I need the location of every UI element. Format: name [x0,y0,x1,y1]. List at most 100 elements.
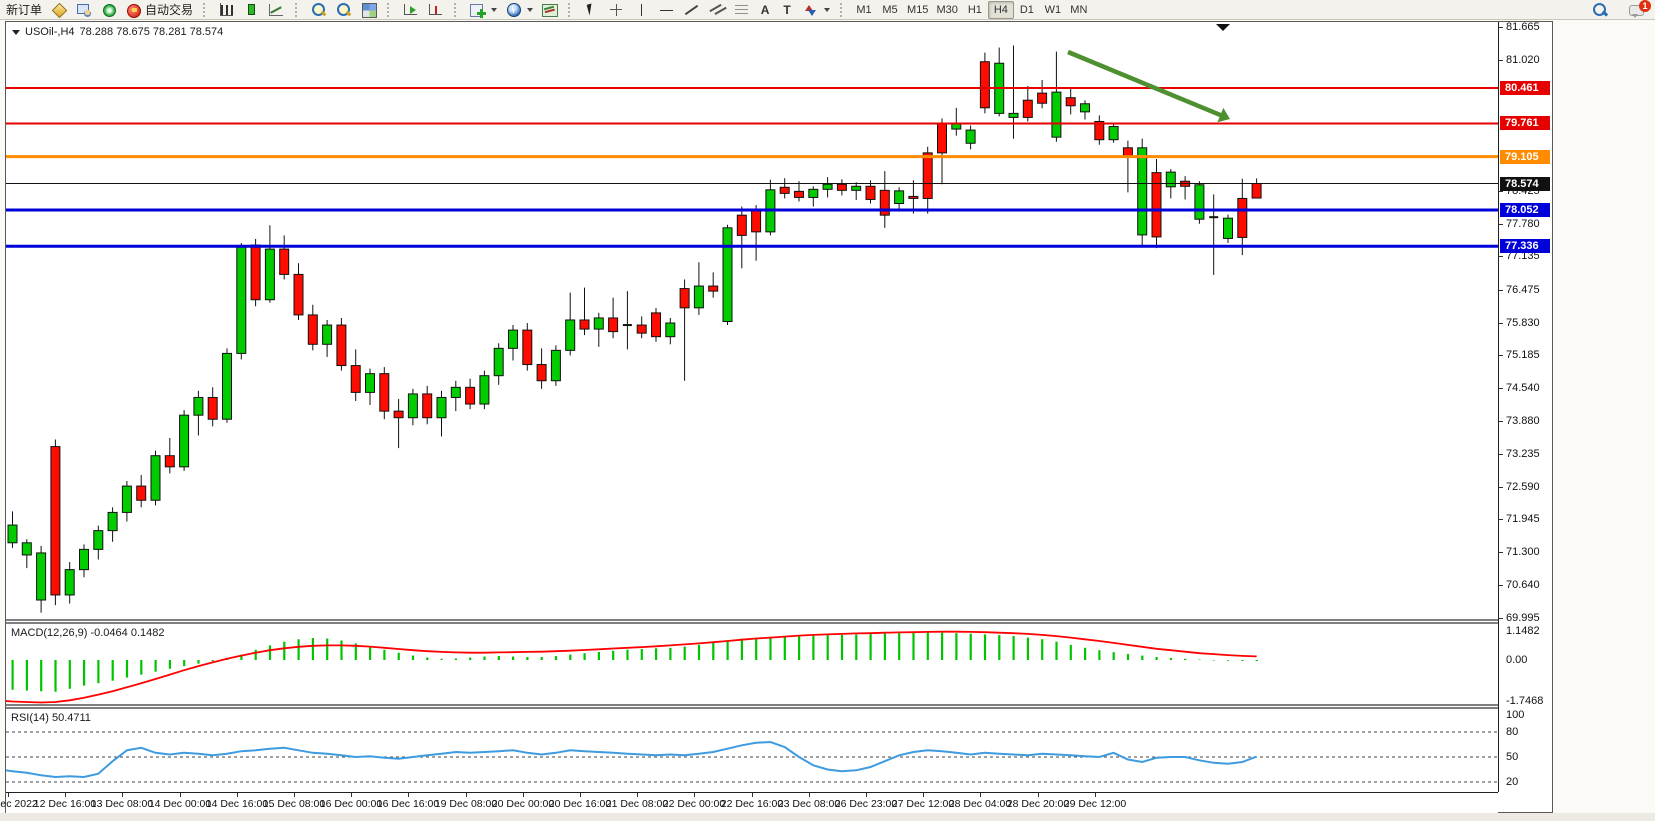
time-tick [637,793,638,797]
price-tick: 81.665 [1499,21,1540,33]
autotrading-button[interactable]: 自动交易 [121,1,197,19]
horizontal-line-icon [658,2,675,18]
periods-icon [505,2,522,18]
time-label: 22 Dec 00:00 [662,798,726,810]
chart-canvas[interactable] [6,22,1498,792]
cursor-button[interactable] [579,1,604,19]
templates-button[interactable] [537,1,562,19]
bar-chart-icon [218,2,235,18]
equidistant-channel-button[interactable] [704,1,729,19]
price-tick: 75.185 [1499,349,1540,361]
toolbar-group-trade: 新订单 自动交易 [2,0,197,20]
timeframe-m1-button[interactable]: M1 [856,3,872,16]
macd-scale-min: -1.7468 [1506,694,1544,707]
toolbar-separator [454,2,461,17]
time-label: 19 Dec 08:00 [434,798,498,810]
new-order-button[interactable]: 新订单 [2,1,46,19]
time-tick [980,793,981,797]
toolbar-group-zoom [306,0,381,20]
tile-windows-button[interactable] [356,1,381,19]
time-label: 29 Dec 12:00 [1063,798,1127,810]
equidistant-channel-icon [708,2,725,18]
toolbar-separator [203,2,210,17]
text-icon: A [760,2,770,17]
bar-chart-button[interactable] [214,1,239,19]
rsi-scale-tick: 20 [1506,776,1519,788]
notifications-button[interactable]: 1 [1624,0,1651,19]
timeframe-group: M1 M5 M15 M30 H1 H4 D1 W1 MN [851,0,1092,20]
horizontal-line-button[interactable] [654,1,679,19]
line-chart-icon [268,2,285,18]
fibonacci-button[interactable] [729,1,754,19]
crosshair-icon [608,2,625,18]
time-label: 27 Dec 12:00 [891,798,955,810]
timeframe-d1-button[interactable]: D1 [1019,3,1034,16]
expert-advisors-icon [75,2,92,18]
price-tick: 74.540 [1499,382,1540,394]
price-tick: 73.235 [1499,448,1540,460]
arrows-button[interactable] [798,1,834,19]
timeframe-mn-button[interactable]: MN [1070,3,1088,16]
timeframe-h4-button[interactable]: H4 [987,0,1014,19]
cursor-icon [583,2,600,18]
trendline-button[interactable] [679,1,704,19]
tile-windows-icon [360,2,378,18]
chart-ohlc-values: 78.288 78.675 78.281 78.574 [79,26,224,38]
timeframe-m5-button[interactable]: M5 [882,3,898,16]
zoom-out-button[interactable] [331,1,356,19]
time-tick [237,793,238,797]
arrows-dropdown-icon[interactable] [824,7,831,12]
autotrading-icon [125,2,142,18]
vertical-line-button[interactable] [629,1,654,19]
main-toolbar: 新订单 自动交易 A T M1 M5 M15 M30 H1 H4 D1 W1 MN [0,0,1655,20]
auto-scroll-icon [402,2,419,18]
toolbar-group-chart-type [214,0,289,20]
vertical-line-icon [633,2,650,18]
price-tick: 70.640 [1499,579,1540,591]
text-button[interactable]: A [754,1,776,19]
bottom-strip [0,813,1655,821]
time-label: 12 Dec 16:00 [33,798,97,810]
chart-menu-arrow-icon[interactable] [12,29,20,35]
time-tick [866,793,867,797]
timeframe-m15-button[interactable]: M15 [907,3,929,16]
chart-shift-button[interactable] [423,1,448,19]
indicators-button[interactable] [465,1,501,19]
rsi-scale-tick: 100 [1506,709,1525,721]
auto-scroll-button[interactable] [398,1,423,19]
price-tick: 81.020 [1499,54,1540,66]
timeframe-w1-button[interactable]: W1 [1044,3,1062,16]
line-chart-button[interactable] [264,1,289,19]
expert-advisors-button[interactable] [71,1,96,19]
text-label-button[interactable]: T [776,1,798,19]
candlestick-chart-button[interactable] [239,1,264,19]
rsi-scale-tick: 50 [1506,751,1519,763]
price-tick: 71.300 [1499,546,1540,558]
search-button[interactable] [1587,1,1612,19]
periods-button[interactable] [501,1,537,19]
indicators-dropdown-icon[interactable] [491,7,498,12]
toolbar-group-scroll [398,0,448,20]
periods-dropdown-icon[interactable] [527,7,534,12]
chart-window[interactable]: USOil-,H4 78.288 78.675 78.281 78.574 MA… [0,21,1553,814]
price-tick: 69.995 [1499,612,1540,624]
signals-button[interactable] [96,1,121,19]
zoom-in-button[interactable] [306,1,331,19]
macd-indicator-label: MACD(12,26,9) -0.0464 0.1482 [11,627,165,639]
timeframe-h1-button[interactable]: H1 [967,3,982,16]
time-tick [1038,793,1039,797]
search-icon [1591,2,1608,18]
price-tick: 73.880 [1499,415,1540,427]
price-line-badge: 77.336 [1500,239,1550,253]
crosshair-button[interactable] [604,1,629,19]
price-tick: 75.830 [1499,317,1540,329]
styler-button[interactable] [46,1,71,19]
time-tick [65,793,66,797]
notifications-icon: 1 [1628,0,1651,18]
timeframe-m30-button[interactable]: M30 [936,3,958,16]
price-line-badge: 78.574 [1500,177,1550,191]
zoom-in-icon [310,2,327,18]
arrows-icon [802,2,819,18]
time-label: 28 Dec 20:00 [1006,798,1070,810]
time-label: 16 Dec 00:00 [319,798,383,810]
